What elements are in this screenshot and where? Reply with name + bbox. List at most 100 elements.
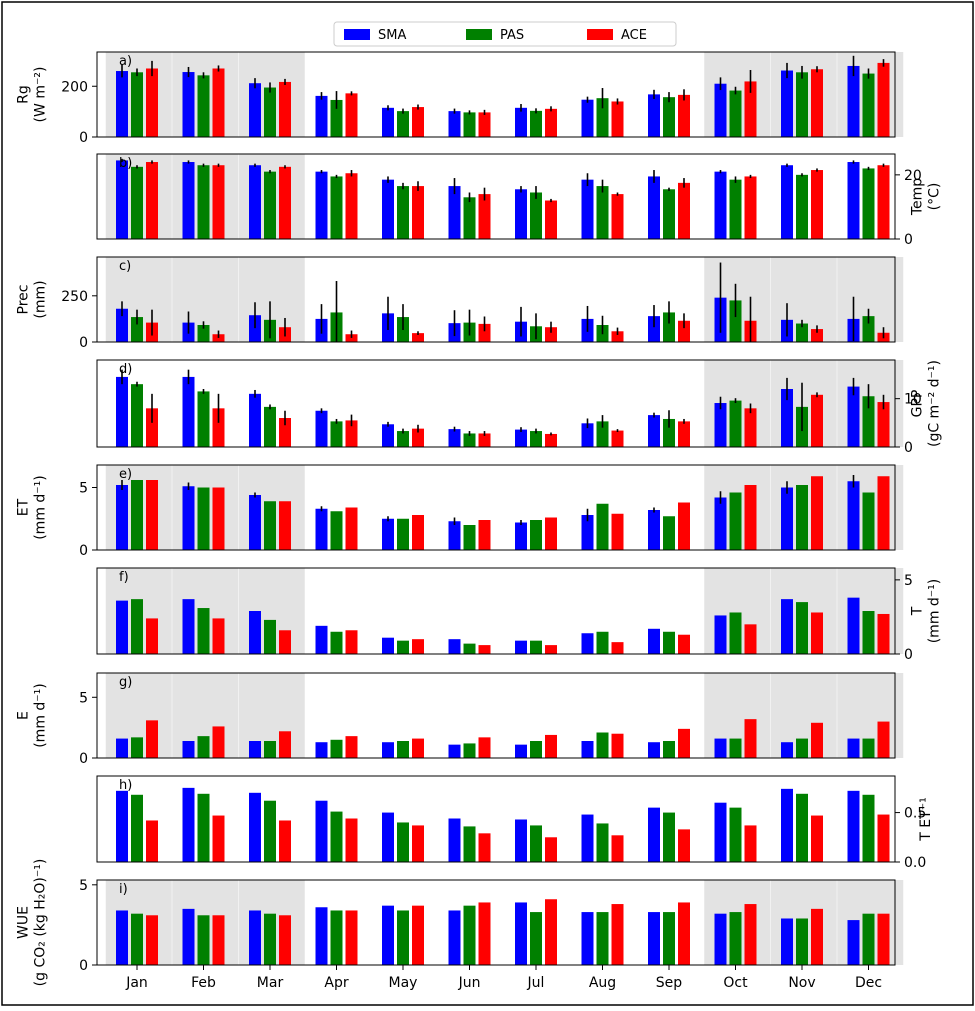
bar-sma-sep: [648, 176, 660, 239]
bar-pas-nov: [796, 602, 808, 654]
bar-pas-aug: [596, 732, 609, 758]
panel-label: f): [119, 570, 129, 585]
bar-ace-feb: [212, 487, 225, 550]
bar-sma-sep: [648, 415, 660, 447]
bar-sma-mar: [249, 315, 261, 342]
bar-ace-sep: [678, 320, 690, 342]
bar-ace-jul: [545, 734, 557, 758]
bar-ace-oct: [744, 408, 757, 447]
y-tick-label: 0: [904, 232, 913, 248]
bar-sma-mar: [249, 393, 261, 447]
bar-pas-jun: [463, 743, 476, 758]
bar-ace-dec: [877, 913, 890, 965]
bar-sma-jan: [116, 485, 128, 550]
bar-sma-jun: [448, 429, 461, 447]
y-tick-label: 5: [79, 481, 88, 497]
bar-ace-apr: [345, 334, 358, 342]
bar-pas-may: [397, 186, 409, 239]
bar-ace-oct: [744, 176, 757, 239]
bar-sma-may: [382, 812, 394, 862]
bar-ace-jul: [545, 837, 557, 862]
bar-ace-apr: [345, 173, 358, 239]
bar-ace-feb: [212, 815, 225, 862]
bar-pas-may: [397, 741, 409, 758]
panel-i: i) 0 5 WUE (g CO₂ (kg H₂O)⁻¹): [16, 859, 904, 986]
bar-ace-mar: [279, 915, 291, 965]
bar-ace-jun: [478, 833, 491, 862]
bar-ace-dec: [877, 165, 890, 239]
bar-ace-jun: [478, 902, 491, 965]
bar-sma-may: [382, 905, 394, 965]
bar-sma-oct: [714, 171, 727, 239]
y-tick-label: 200: [61, 79, 88, 95]
bar-ace-may: [412, 905, 424, 965]
bar-pas-dec: [862, 168, 875, 239]
bar-pas-jun: [463, 112, 476, 137]
y-tick-label: 5: [904, 573, 913, 589]
bar-ace-apr: [345, 736, 358, 758]
y-tick-label: 0: [79, 543, 88, 559]
panel-frame: [96, 464, 896, 551]
bar-pas-aug: [596, 912, 609, 965]
bar-ace-sep: [678, 94, 690, 137]
bar-sma-oct: [714, 615, 727, 654]
y-tick-label: 0.5: [904, 806, 926, 822]
x-tick-label-may: May: [389, 975, 418, 991]
y-tick-label: 250: [61, 289, 88, 305]
x-tick-label-feb: Feb: [191, 975, 216, 991]
bar-ace-jul: [545, 433, 557, 447]
bar-pas-sep: [663, 741, 675, 758]
bar-ace-mar: [279, 630, 291, 654]
bar-sma-nov: [781, 599, 793, 654]
bar-sma-jul: [515, 522, 527, 550]
x-tick-label-aug: Aug: [589, 975, 616, 991]
bar-pas-may: [397, 431, 409, 447]
bar-sma-oct: [714, 913, 727, 965]
bar-ace-jun: [478, 112, 491, 137]
bar-ace-dec: [877, 476, 890, 550]
bar-pas-mar: [264, 619, 276, 654]
bar-sma-jan: [116, 738, 128, 758]
bar-ace-apr: [345, 93, 358, 137]
y-axis-label: WUE: [16, 906, 32, 939]
bar-sma-dec: [847, 65, 860, 137]
panel-f: f) 0 5 T (mm d⁻¹): [96, 567, 943, 663]
y-axis-label: GPP: [910, 390, 926, 418]
bar-ace-nov: [811, 815, 823, 862]
bar-pas-dec: [862, 316, 875, 342]
bar-ace-nov: [811, 69, 823, 137]
bar-sma-oct: [714, 738, 727, 758]
bar-sma-aug: [581, 515, 594, 550]
panel-label: b): [119, 156, 132, 171]
bar-pas-apr: [330, 99, 343, 137]
bar-ace-dec: [877, 721, 890, 758]
bar-pas-oct: [729, 300, 742, 342]
y-tick-label: 0: [904, 647, 913, 663]
bar-sma-sep: [648, 316, 660, 342]
bar-pas-feb: [197, 325, 210, 342]
bar-sma-sep: [648, 912, 660, 965]
bar-ace-jan: [146, 408, 158, 447]
x-tick-label-apr: Apr: [324, 975, 348, 991]
panel-frame: [96, 879, 896, 966]
bar-ace-mar: [279, 166, 291, 239]
bar-ace-feb: [212, 165, 225, 239]
panel-label: g): [119, 675, 132, 690]
bar-pas-mar: [264, 501, 276, 550]
bar-sma-jul: [515, 189, 527, 239]
bar-ace-jul: [545, 200, 557, 239]
bar-ace-aug: [611, 835, 624, 862]
y-tick-label: 5: [79, 690, 88, 706]
bar-pas-jan: [131, 480, 143, 550]
bar-sma-oct: [714, 403, 727, 447]
bar-sma-jul: [515, 640, 527, 654]
bar-ace-nov: [811, 908, 823, 965]
bar-sma-nov: [781, 918, 793, 965]
bar-pas-oct: [729, 492, 742, 550]
bar-pas-apr: [330, 910, 343, 965]
bar-sma-jan: [116, 160, 128, 239]
bar-ace-jun: [478, 323, 491, 342]
bar-pas-dec: [862, 492, 875, 550]
